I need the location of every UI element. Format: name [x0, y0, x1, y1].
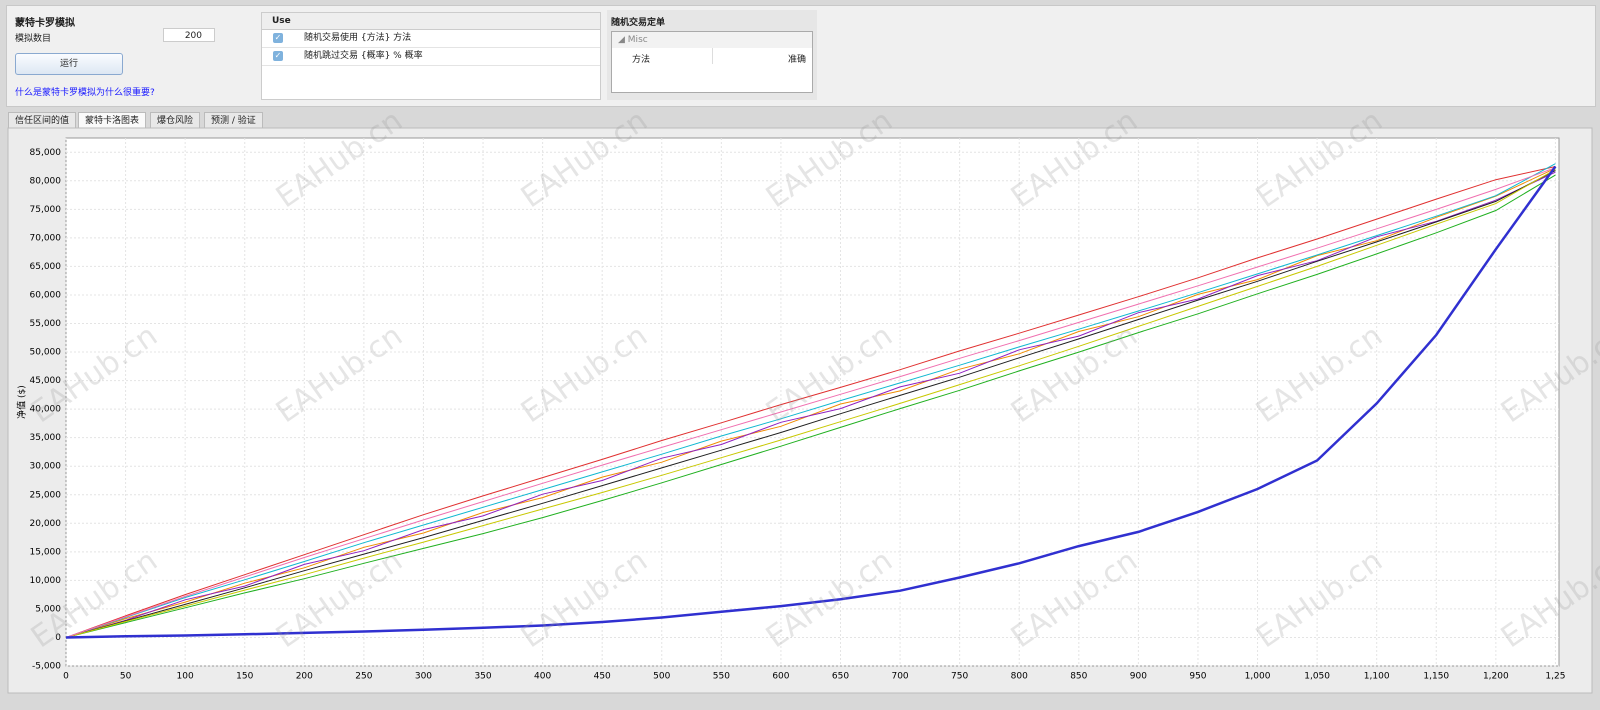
x-tick-label: 1,050	[1304, 672, 1330, 682]
property-panel: 随机交易定单 ◢ Misc 方法 准确	[607, 10, 817, 100]
table-row: ✓ 随机交易使用 {方法} 方法	[262, 30, 600, 48]
x-tick-label: 350	[474, 672, 491, 682]
y-tick-label: 80,000	[30, 176, 62, 186]
checkbox[interactable]: ✓	[273, 51, 283, 61]
divider	[712, 48, 813, 64]
y-tick-label: -5,000	[32, 662, 61, 672]
settings-panel: 蒙特卡罗模拟 模拟数目 200 运行 什么是蒙特卡罗模拟为什么很重要? Use …	[6, 5, 1596, 107]
property-title: 随机交易定单	[611, 18, 666, 28]
row-text: 随机跳过交易 {概率} % 概率	[304, 51, 423, 61]
x-tick-label: 100	[177, 672, 194, 682]
y-tick-label: 55,000	[30, 319, 62, 329]
options-table: Use ✓ 随机交易使用 {方法} 方法 ✓ 随机跳过交易 {概率} % 概率	[261, 12, 601, 100]
tab[interactable]: 预测 / 验证	[204, 112, 263, 129]
tab[interactable]: 爆仓风险	[150, 112, 201, 129]
checkbox[interactable]: ✓	[273, 33, 283, 43]
y-tick-label: 30,000	[30, 462, 62, 472]
x-tick-label: 400	[534, 672, 551, 682]
series-line	[65, 170, 1556, 638]
property-name: 方法	[632, 55, 651, 65]
y-tick-label: 35,000	[30, 433, 62, 443]
y-tick-label: 25,000	[30, 490, 62, 500]
property-grid: ◢ Misc 方法 准确	[611, 31, 813, 93]
panel-title: 蒙特卡罗模拟	[15, 18, 75, 29]
x-tick-label: 50	[120, 672, 132, 682]
x-tick-label: 750	[951, 672, 968, 682]
count-label: 模拟数目	[15, 34, 52, 44]
y-tick-label: 50,000	[30, 348, 62, 358]
y-tick-label: 60,000	[30, 290, 62, 300]
run-button[interactable]: 运行	[15, 53, 123, 75]
series-line	[65, 174, 1556, 638]
x-tick-label: 200	[296, 672, 313, 682]
x-tick-label: 700	[891, 672, 908, 682]
y-tick-label: 40,000	[30, 405, 62, 415]
property-value: 准确	[787, 55, 806, 65]
series-line	[65, 171, 1556, 638]
tab[interactable]: 信任区间的值	[8, 112, 77, 129]
y-tick-label: 5,000	[35, 604, 61, 614]
x-tick-label: 250	[355, 672, 372, 682]
series-line	[65, 165, 1557, 639]
x-tick-label: 300	[415, 672, 432, 682]
tab[interactable]: 蒙特卡洛图表	[78, 112, 147, 129]
series-line	[65, 163, 1556, 638]
y-tick-label: 75,000	[30, 205, 62, 215]
y-tick-label: 0	[55, 633, 61, 643]
property-group: ◢ Misc	[612, 32, 812, 48]
y-tick-label: 70,000	[30, 233, 62, 243]
y-axis-label: 净值 ($)	[16, 385, 28, 419]
row-text: 随机交易使用 {方法} 方法	[304, 33, 412, 43]
x-tick-label: 0	[63, 672, 69, 682]
table-header: Use	[262, 13, 600, 30]
x-tick-label: 950	[1189, 672, 1206, 682]
table-row: ✓ 随机跳过交易 {概率} % 概率	[262, 48, 600, 66]
x-tick-label: 1,25	[1545, 672, 1565, 682]
y-tick-label: 10,000	[30, 576, 62, 586]
x-tick-label: 800	[1011, 672, 1028, 682]
x-tick-label: 550	[713, 672, 730, 682]
y-tick-label: 65,000	[30, 262, 62, 272]
y-tick-label: 15,000	[30, 547, 62, 557]
series-line	[65, 168, 1556, 638]
x-tick-label: 1,200	[1483, 672, 1509, 682]
y-tick-label: 85,000	[30, 148, 62, 158]
x-tick-label: 1,100	[1364, 672, 1390, 682]
x-tick-label: 850	[1070, 672, 1087, 682]
help-link[interactable]: 什么是蒙特卡罗模拟为什么很重要?	[15, 88, 155, 98]
group-label: Misc	[627, 35, 648, 45]
x-tick-label: 150	[236, 672, 253, 682]
x-tick-label: 650	[832, 672, 849, 682]
series-line	[65, 167, 1556, 638]
y-tick-label: 45,000	[30, 376, 62, 386]
count-input[interactable]: 200	[163, 28, 215, 42]
x-tick-label: 450	[594, 672, 611, 682]
x-tick-label: 1,000	[1245, 672, 1271, 682]
series-line	[65, 166, 1556, 638]
plot-area	[65, 137, 1560, 667]
x-tick-label: 1,150	[1423, 672, 1449, 682]
x-tick-label: 600	[772, 672, 789, 682]
y-tick-label: 20,000	[30, 519, 62, 529]
x-tick-label: 900	[1130, 672, 1147, 682]
x-tick-label: 500	[653, 672, 670, 682]
